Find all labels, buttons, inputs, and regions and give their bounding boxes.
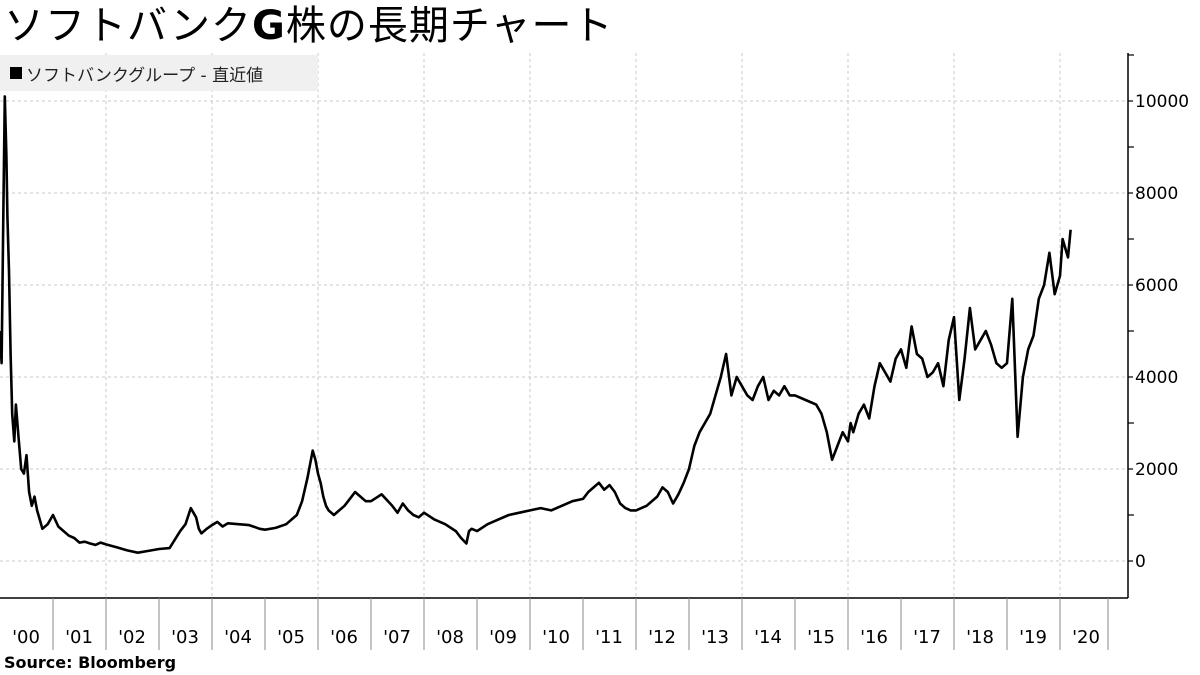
x-tick-label: '20: [1072, 627, 1100, 648]
x-tick-label: '06: [330, 627, 358, 648]
x-tick-label: '15: [807, 627, 835, 648]
x-tick-label: '09: [489, 627, 517, 648]
x-tick-label: '12: [648, 627, 676, 648]
x-tick-label: '11: [595, 627, 623, 648]
y-tick-label: 4000: [1135, 368, 1178, 388]
x-tick-label: '03: [171, 627, 199, 648]
x-tick-label: '13: [701, 627, 729, 648]
y-tick-label: 10000: [1135, 92, 1189, 112]
price-line: [0, 95, 1072, 555]
x-tick-label: '07: [383, 627, 411, 648]
page-title: ソフトバンクG株の長期チャート: [4, 2, 613, 50]
x-tick-label: '18: [966, 627, 994, 648]
chart-legend: ソフトバンクグループ - 直近値: [0, 55, 318, 91]
y-axis-labels: 0 2000 4000 6000 8000 10000: [1135, 92, 1189, 572]
y-tick-label: 8000: [1135, 184, 1178, 204]
source-note: Source: Bloomberg: [4, 653, 177, 672]
title-text-part2: 株の長期チャート: [285, 3, 614, 49]
x-axis-labels: '00 '01 '02 '03 '04 '05 '06 '07 '08 '09 '10 '11 '12 '…: [12, 627, 1100, 648]
x-tick-label: '04: [224, 627, 252, 648]
x-tick-label: '00: [12, 627, 40, 648]
legend-swatch-icon: [10, 67, 22, 79]
y-tick-label: 0: [1135, 552, 1146, 572]
chart-axes: [0, 53, 1134, 650]
title-text-bold: G: [252, 3, 286, 49]
x-tick-label: '17: [913, 627, 941, 648]
y-tick-label: 2000: [1135, 460, 1178, 480]
title-text-part1: ソフトバンク: [4, 3, 252, 49]
legend-label: ソフトバンクグループ - 直近値: [26, 65, 264, 86]
x-tick-label: '16: [860, 627, 888, 648]
chart-gridlines: [0, 53, 1128, 598]
x-tick-label: '02: [118, 627, 146, 648]
x-tick-label: '10: [542, 627, 570, 648]
x-tick-label: '01: [65, 627, 93, 648]
x-tick-label: '05: [277, 627, 305, 648]
x-tick-label: '14: [754, 627, 782, 648]
x-tick-label: '19: [1019, 627, 1047, 648]
y-tick-label: 6000: [1135, 276, 1178, 296]
x-tick-label: '08: [436, 627, 464, 648]
